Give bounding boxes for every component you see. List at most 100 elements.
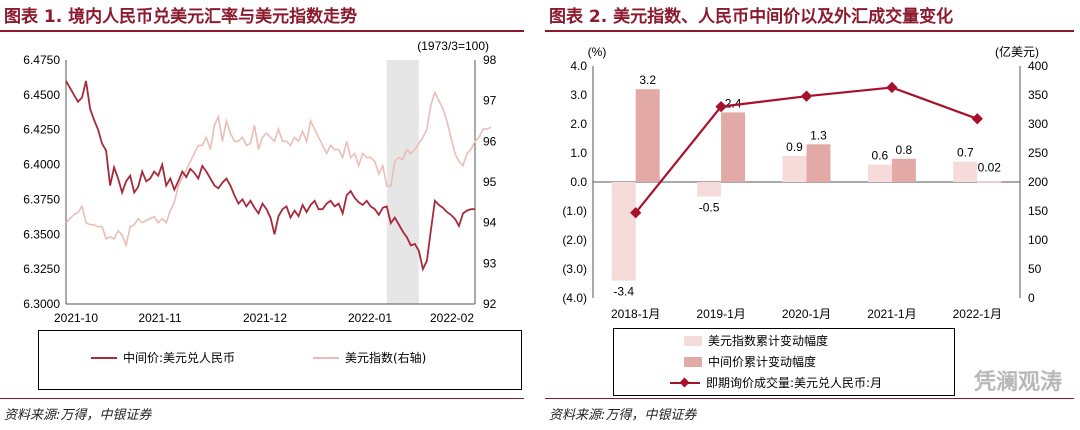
chart1-svg: 6.4750 6.4500 6.4250 6.4000 6.3750 6.3500 6.32… [23, 39, 497, 325]
y-left-tick: 6.4000 [23, 158, 60, 172]
legend-swatch-dxy [313, 356, 339, 359]
y-left-tick: 0.0 [570, 175, 587, 189]
x-category-label: 2019-1月 [696, 307, 745, 321]
point-spot-volume [886, 81, 898, 94]
legend-swatch-cnybar [684, 356, 702, 367]
bar-usd-index-change [611, 182, 636, 281]
bar-label-usd: -3.4 [613, 285, 634, 299]
legend-swatch-usd [684, 335, 702, 346]
legend-label-dxy: 美元指数(右轴) [345, 351, 427, 365]
point-spot-volume [800, 90, 813, 102]
legend-label-volume: 即期询价成交量:美元兑人民币:月 [706, 376, 883, 390]
y-left-tick: 6.3250 [23, 262, 60, 276]
legend-label-usd: 美元指数累计变动幅度 [708, 334, 829, 348]
y-left-tick: (3.0) [562, 262, 587, 276]
bar-label-cny: 1.3 [810, 128, 827, 142]
legend-item-volume: 即期询价成交量:美元兑人民币:月 [670, 374, 882, 391]
chart-panel-1: 图表 1. 境内人民币兑美元汇率与美元指数走势 6.4750 6.4500 6.42… [0, 0, 530, 430]
x-category-label: 2021-1月 [867, 307, 916, 321]
legend-item-usd-change: 美元指数累计变动幅度 [684, 332, 828, 349]
bar-cny-fixing-change [977, 181, 1002, 183]
y-left-tick: 6.4750 [23, 53, 60, 67]
y-left-unit: (%) [588, 45, 607, 59]
y-right-tick: 400 [1028, 59, 1048, 73]
series-line-dollar-index [65, 90, 492, 248]
chart2-title-rule [545, 30, 1074, 32]
bar-label-cny: 0.02 [978, 160, 1002, 174]
y-left-tick: 1.0 [570, 146, 587, 160]
y-right-tick: 300 [1028, 117, 1048, 131]
point-spot-volume [715, 100, 727, 113]
bar-usd-index-change [953, 161, 978, 182]
bar-usd-index-change [782, 155, 807, 182]
right-axis-note: (1973/3=100) [417, 39, 489, 53]
legend-item-cny-change: 中间价累计变动幅度 [684, 353, 816, 370]
y-left-tick: (1.0) [562, 204, 587, 218]
y-left-tick: 6.4500 [23, 88, 60, 102]
chart1-title-rule [0, 30, 524, 32]
y-right-tick: 93 [483, 256, 497, 270]
y-right-tick: 98 [483, 53, 497, 67]
bar-label-usd: 0.7 [957, 146, 974, 160]
y-right-tick: 94 [483, 216, 497, 230]
bar-label-usd: 0.9 [786, 140, 803, 154]
bar-cny-fixing-change [635, 89, 660, 182]
y-left-tick: (4.0) [562, 291, 587, 305]
bar-label-cny: 2.4 [725, 96, 742, 110]
x-tick: 2022-02 [430, 311, 474, 325]
legend-label-cnybar: 中间价累计变动幅度 [708, 355, 817, 369]
chart2-svg: 4.0 3.0 2.0 1.0 0.0 (1.0) (2.0) (3.0) (4.0) 400 35… [562, 44, 1048, 321]
y-right-tick: 250 [1028, 146, 1048, 160]
legend-item-dxy: 美元指数(右轴) [313, 349, 426, 366]
bar-label-usd: -0.5 [699, 201, 720, 215]
x-category-label: 2020-1月 [782, 307, 831, 321]
y-right-tick: 50 [1028, 262, 1042, 276]
chart1-legend: 中间价:美元兑人民币 美元指数(右轴) [38, 330, 522, 390]
y-right-tick: 97 [483, 94, 497, 108]
bar-label-usd: 0.6 [872, 149, 889, 163]
chart1-title: 图表 1. 境内人民币兑美元汇率与美元指数走势 [4, 7, 358, 27]
y-left-tick: 4.0 [570, 59, 587, 73]
y-left-tick: (2.0) [562, 233, 587, 247]
series-line-usdcny [65, 80, 475, 272]
y-right-tick: 100 [1028, 233, 1048, 247]
chart1-source: 资料来源:万得，中银证券 [4, 408, 152, 423]
y-right-tick: 150 [1028, 204, 1048, 218]
y-left-tick: 6.3750 [23, 192, 60, 206]
y-right-tick: 0 [1028, 291, 1035, 305]
chart2-legend: 美元指数累计变动幅度 中间价累计变动幅度 即期询价成交量:美元兑人民币:月 [613, 328, 955, 396]
bar-cny-fixing-change [891, 158, 916, 182]
legend-swatch-cny [91, 356, 117, 359]
y-right-tick: 96 [483, 134, 497, 148]
y-left-tick: 2.0 [570, 117, 587, 131]
bar-cny-fixing-change [806, 144, 831, 182]
bar-usd-index-change [867, 164, 892, 182]
bar-usd-index-change [697, 182, 722, 197]
chart2-bottom-rule [545, 398, 1074, 399]
point-spot-volume [971, 113, 983, 125]
y-right-tick: 200 [1028, 175, 1048, 189]
y-left-tick: 3.0 [570, 88, 587, 102]
x-category-label: 2022-1月 [953, 307, 1002, 321]
legend-label-cny: 中间价:美元兑人民币 [123, 351, 236, 365]
y-left-tick: 6.4250 [23, 123, 60, 137]
x-tick: 2021-12 [243, 311, 287, 325]
y-right-tick: 95 [483, 175, 497, 189]
chart-panel-2: 图表 2. 美元指数、人民币中间价以及外汇成交量变化 4.0 3.0 2.0 1.0 0… [545, 0, 1080, 430]
legend-item-cny: 中间价:美元兑人民币 [91, 349, 235, 366]
legend-swatch-volume [670, 377, 700, 388]
y-right-tick: 350 [1028, 88, 1048, 102]
bar-label-cny: 3.2 [639, 73, 656, 87]
y-left-tick: 6.3500 [23, 227, 60, 241]
watermark: 凭澜观涛 [973, 370, 1062, 395]
bar-cny-fixing-change [721, 112, 746, 182]
x-tick: 2022-01 [348, 311, 392, 325]
y-left-tick: 6.3000 [23, 297, 60, 311]
chart2-source: 资料来源:万得，中银证券 [549, 408, 697, 423]
bar-label-cny: 0.8 [896, 143, 913, 157]
y-right-tick: 92 [483, 297, 497, 311]
y-right-unit: (亿美元) [995, 44, 1039, 59]
x-tick: 2021-10 [54, 311, 98, 325]
chart1-bottom-rule [0, 398, 524, 399]
x-tick: 2021-11 [138, 311, 181, 325]
